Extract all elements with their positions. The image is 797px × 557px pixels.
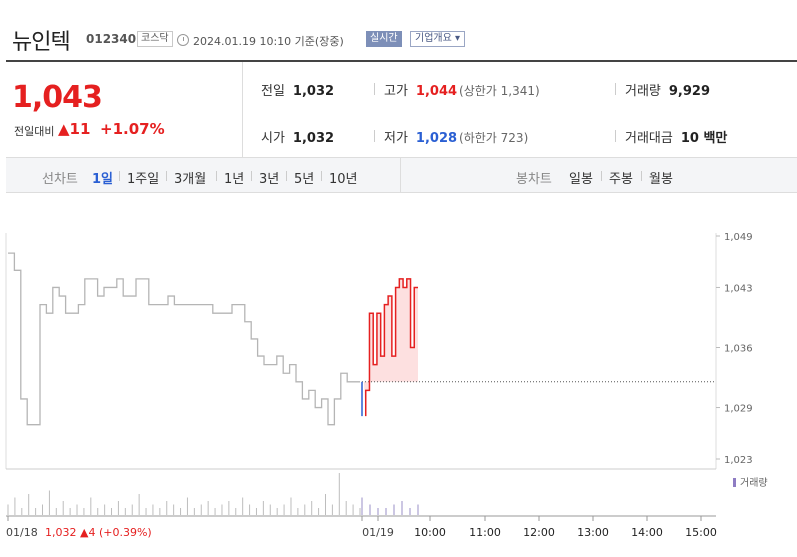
- tab-candle-chart[interactable]: 봉차트: [516, 172, 552, 187]
- today-line: [364, 278, 418, 417]
- open-price: 시가 1,032: [261, 127, 334, 146]
- tab-3month[interactable]: 3개월: [174, 172, 207, 187]
- x-tick-label: 15:00: [685, 526, 717, 539]
- volume-bars: [7, 473, 419, 515]
- amount-label: 거래대금: [625, 131, 673, 146]
- prev-day-summary: 1,032 ▲4 (+0.39%): [45, 526, 152, 539]
- high-label: 고가: [384, 84, 408, 99]
- tab-5year[interactable]: 5년: [294, 172, 315, 187]
- market-badge: 코스닥: [137, 31, 173, 47]
- y-tick-label: 1,043: [724, 283, 753, 294]
- realtime-button[interactable]: 실시간: [366, 31, 402, 47]
- x-tick-label: 12:00: [523, 526, 555, 539]
- volume-axis-label: 거래량: [740, 477, 768, 489]
- prev-close-value: 1,032: [292, 84, 335, 99]
- open-label: 시가: [261, 131, 285, 146]
- x-axis-ticks: 01/19 10:00 11:00 12:00 13:00 14:00 15:00: [7, 516, 717, 539]
- price-info-panel: 1,043 전일대비 ▲11 +1.07% 전일 1,032 시가 1,032 고가…: [6, 60, 797, 160]
- company-overview-button[interactable]: 기업개요 ▾: [410, 31, 465, 47]
- prev-day-line: [8, 252, 360, 426]
- x-tick-label: 01/19: [362, 526, 394, 539]
- tab-1year[interactable]: 1년: [224, 172, 245, 187]
- open-value: 1,032: [292, 131, 335, 146]
- volume-legend-swatch: [733, 478, 736, 487]
- volume-value: 9,929: [668, 84, 711, 99]
- change-percent: +1.07%: [100, 120, 165, 138]
- chart-tab-bar: 선차트 1일 1주일 3개월 1년 3년 5년 10년 봉차트 일봉 주봉 월봉: [6, 158, 797, 193]
- low-label: 저가: [384, 131, 408, 146]
- tab-1day[interactable]: 1일: [92, 172, 114, 187]
- tab-3year[interactable]: 3년: [259, 172, 280, 187]
- upper-limit: (상한가 1,341): [459, 84, 540, 98]
- change-value: ▲11: [58, 120, 91, 138]
- current-price-box: 1,043 전일대비 ▲11 +1.07%: [6, 62, 243, 160]
- stock-code: 012340: [86, 32, 137, 46]
- timestamp: 2024.01.19 10:10 기준(장중): [193, 35, 344, 48]
- x-tick-label: 14:00: [631, 526, 663, 539]
- clock-icon: [177, 34, 189, 46]
- stock-header: 뉴인텍 012340 코스닥 2024.01.19 10:10 기준(장중) 실…: [0, 0, 797, 58]
- y-tick-label: 1,029: [724, 404, 753, 415]
- prev-day-label: 01/18: [6, 526, 38, 539]
- volume-label: 거래량: [625, 84, 661, 99]
- trade-amount: 거래대금 10 백만: [625, 127, 727, 146]
- tab-1week[interactable]: 1주일: [127, 172, 160, 187]
- y-tick-label: 1,049: [724, 232, 753, 243]
- price-chart: 1,049 1,043 1,036 1,029 1,023 거래량 01/19 10:00…: [5, 232, 768, 539]
- tab-daily-candle[interactable]: 일봉: [569, 172, 593, 187]
- x-tick-label: 13:00: [577, 526, 609, 539]
- tab-line-chart[interactable]: 선차트: [42, 172, 78, 187]
- x-tick-label: 11:00: [469, 526, 501, 539]
- low-price: 저가 1,028 (하한가 723): [384, 127, 528, 146]
- y-axis-ticks: 1,049 1,043 1,036 1,029 1,023: [716, 232, 753, 466]
- prev-close-label: 전일: [261, 84, 285, 99]
- y-tick-label: 1,036: [724, 344, 753, 355]
- high-value: 1,044: [415, 84, 458, 99]
- lower-limit: (하한가 723): [459, 131, 529, 145]
- y-tick-label: 1,023: [724, 455, 753, 466]
- current-price: 1,043: [12, 80, 103, 115]
- x-tick-label: 10:00: [414, 526, 446, 539]
- high-price: 고가 1,044 (상한가 1,341): [384, 80, 540, 99]
- volume: 거래량 9,929: [625, 80, 710, 99]
- tab-10year[interactable]: 10년: [329, 172, 358, 187]
- tab-weekly-candle[interactable]: 주봉: [609, 172, 633, 187]
- chart-grid: [5, 233, 717, 469]
- low-value: 1,028: [415, 131, 458, 146]
- stock-name: 뉴인텍: [12, 30, 71, 55]
- change-label: 전일대비: [14, 125, 55, 138]
- tab-monthly-candle[interactable]: 월봉: [649, 172, 673, 187]
- prev-close: 전일 1,032: [261, 80, 334, 99]
- amount-value: 10 백만: [680, 131, 728, 146]
